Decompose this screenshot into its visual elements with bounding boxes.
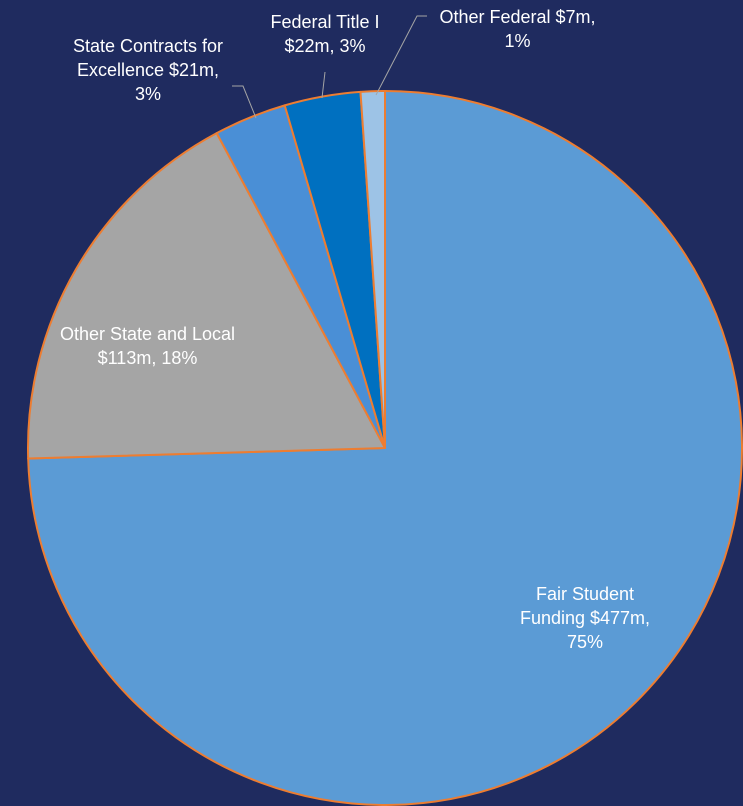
pie-slice [27,132,386,460]
data-label: Fair Student Funding $477m, 75% [519,584,651,652]
data-label: Other Federal $7m, 1% [439,7,596,51]
leader-line [232,85,257,119]
leader-line [321,71,326,99]
pie-slice [359,90,386,449]
data-label: Federal Title I $22m, 3% [270,12,380,56]
data-label: State Contracts for Excellence $21m, 3% [72,36,224,104]
leader-line [375,15,427,96]
data-label: Other State and Local $113m, 18% [59,324,236,368]
